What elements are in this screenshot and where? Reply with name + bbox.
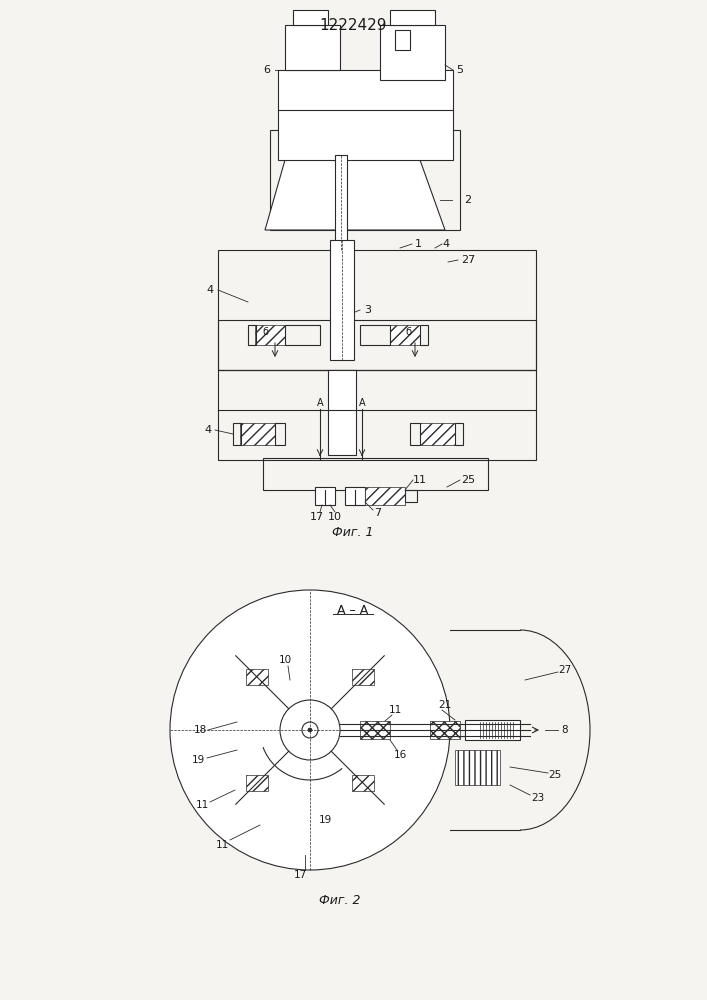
Text: 10: 10: [328, 512, 342, 522]
Bar: [360, 721, 390, 739]
Text: 19: 19: [192, 755, 204, 765]
Bar: [315, 487, 335, 505]
Bar: [335, 155, 347, 250]
Bar: [430, 721, 460, 739]
Text: 5: 5: [457, 65, 464, 75]
Text: 11: 11: [388, 705, 402, 715]
Bar: [270, 130, 460, 230]
Bar: [345, 487, 365, 505]
Text: 1222429: 1222429: [320, 17, 387, 32]
Bar: [233, 423, 241, 445]
Bar: [240, 423, 275, 445]
Bar: [365, 487, 405, 505]
Text: 23: 23: [532, 793, 544, 803]
Text: 25: 25: [549, 770, 561, 780]
Text: 25: 25: [461, 475, 475, 485]
Circle shape: [308, 728, 312, 732]
Text: 1: 1: [414, 239, 421, 249]
Text: 17: 17: [293, 870, 307, 880]
Bar: [410, 423, 420, 445]
Text: 11: 11: [195, 800, 209, 810]
Circle shape: [280, 700, 340, 760]
Text: Фиг. 1: Фиг. 1: [332, 526, 374, 538]
Text: 17: 17: [310, 512, 324, 522]
Bar: [420, 423, 455, 445]
Text: 19: 19: [318, 815, 332, 825]
Text: 11: 11: [413, 475, 427, 485]
Text: 2: 2: [464, 195, 472, 205]
Bar: [278, 70, 453, 160]
Text: 11: 11: [216, 840, 228, 850]
Bar: [352, 775, 374, 791]
Polygon shape: [265, 160, 445, 230]
Bar: [465, 720, 520, 740]
Text: б: б: [405, 327, 411, 337]
Bar: [285, 325, 320, 345]
Bar: [390, 10, 435, 25]
Bar: [290, 90, 440, 130]
Bar: [246, 669, 268, 685]
Text: 18: 18: [194, 725, 206, 735]
Circle shape: [170, 590, 450, 870]
Bar: [352, 669, 374, 685]
Text: 27: 27: [461, 255, 475, 265]
Text: 21: 21: [438, 700, 452, 710]
Bar: [255, 325, 285, 345]
Text: 16: 16: [393, 750, 407, 760]
Bar: [275, 423, 285, 445]
Text: А: А: [358, 398, 366, 408]
Text: А – А: А – А: [337, 603, 368, 616]
Bar: [455, 423, 463, 445]
Bar: [420, 325, 428, 345]
Text: 4: 4: [204, 425, 211, 435]
Text: б: б: [262, 327, 268, 337]
Text: 4: 4: [206, 285, 214, 295]
Text: 7: 7: [375, 508, 382, 518]
Text: 8: 8: [561, 725, 568, 735]
Bar: [330, 240, 354, 360]
Text: 27: 27: [559, 665, 572, 675]
Bar: [360, 325, 390, 345]
Bar: [380, 25, 445, 80]
Text: А: А: [317, 398, 323, 408]
Bar: [390, 325, 420, 345]
Text: Фиг. 2: Фиг. 2: [320, 894, 361, 906]
Bar: [246, 775, 268, 791]
Text: 3: 3: [365, 305, 371, 315]
Bar: [293, 10, 328, 25]
Bar: [285, 25, 340, 70]
Bar: [218, 370, 536, 460]
Circle shape: [302, 722, 318, 738]
Bar: [218, 320, 536, 370]
Bar: [395, 30, 410, 50]
Bar: [248, 325, 256, 345]
Text: 10: 10: [279, 655, 291, 665]
Bar: [218, 250, 536, 370]
Bar: [405, 490, 417, 502]
Bar: [263, 458, 488, 490]
Text: 6: 6: [264, 65, 271, 75]
Bar: [455, 750, 500, 785]
Bar: [328, 370, 356, 455]
Text: 4: 4: [443, 239, 450, 249]
